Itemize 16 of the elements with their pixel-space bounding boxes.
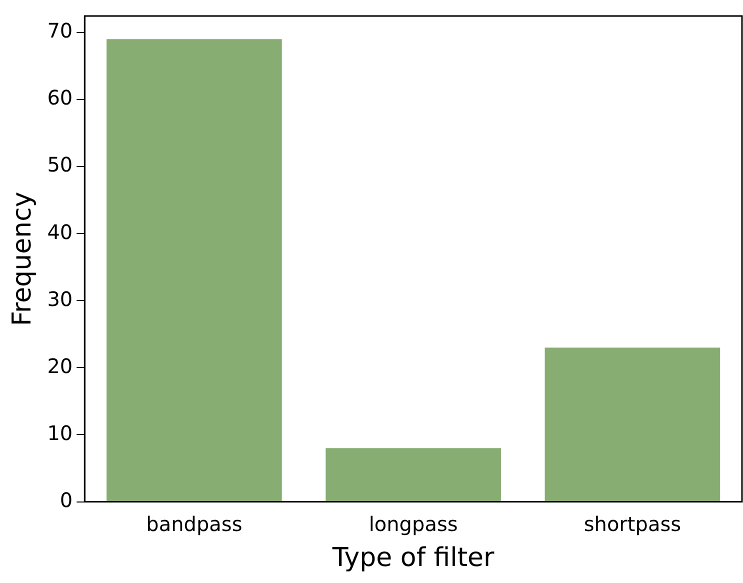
y-tick-label: 30 — [47, 286, 73, 311]
x-tick-label: longpass — [368, 512, 458, 536]
x-axis-title: Type of filter — [331, 543, 495, 574]
y-tick-label: 50 — [47, 152, 73, 177]
bar — [544, 348, 720, 502]
y-tick-label: 40 — [47, 220, 73, 244]
bar — [326, 448, 501, 502]
y-tick-label: 20 — [47, 354, 73, 378]
y-tick-label: 10 — [47, 420, 73, 445]
x-tick-label: bandpass — [146, 512, 242, 536]
y-tick-label: 60 — [47, 86, 73, 110]
y-tick-label: 0 — [60, 488, 73, 512]
x-tick-label: shortpass — [584, 512, 682, 536]
y-axis-title: Frequency — [7, 192, 38, 326]
bar — [106, 39, 282, 502]
y-tick-label: 70 — [47, 18, 73, 43]
